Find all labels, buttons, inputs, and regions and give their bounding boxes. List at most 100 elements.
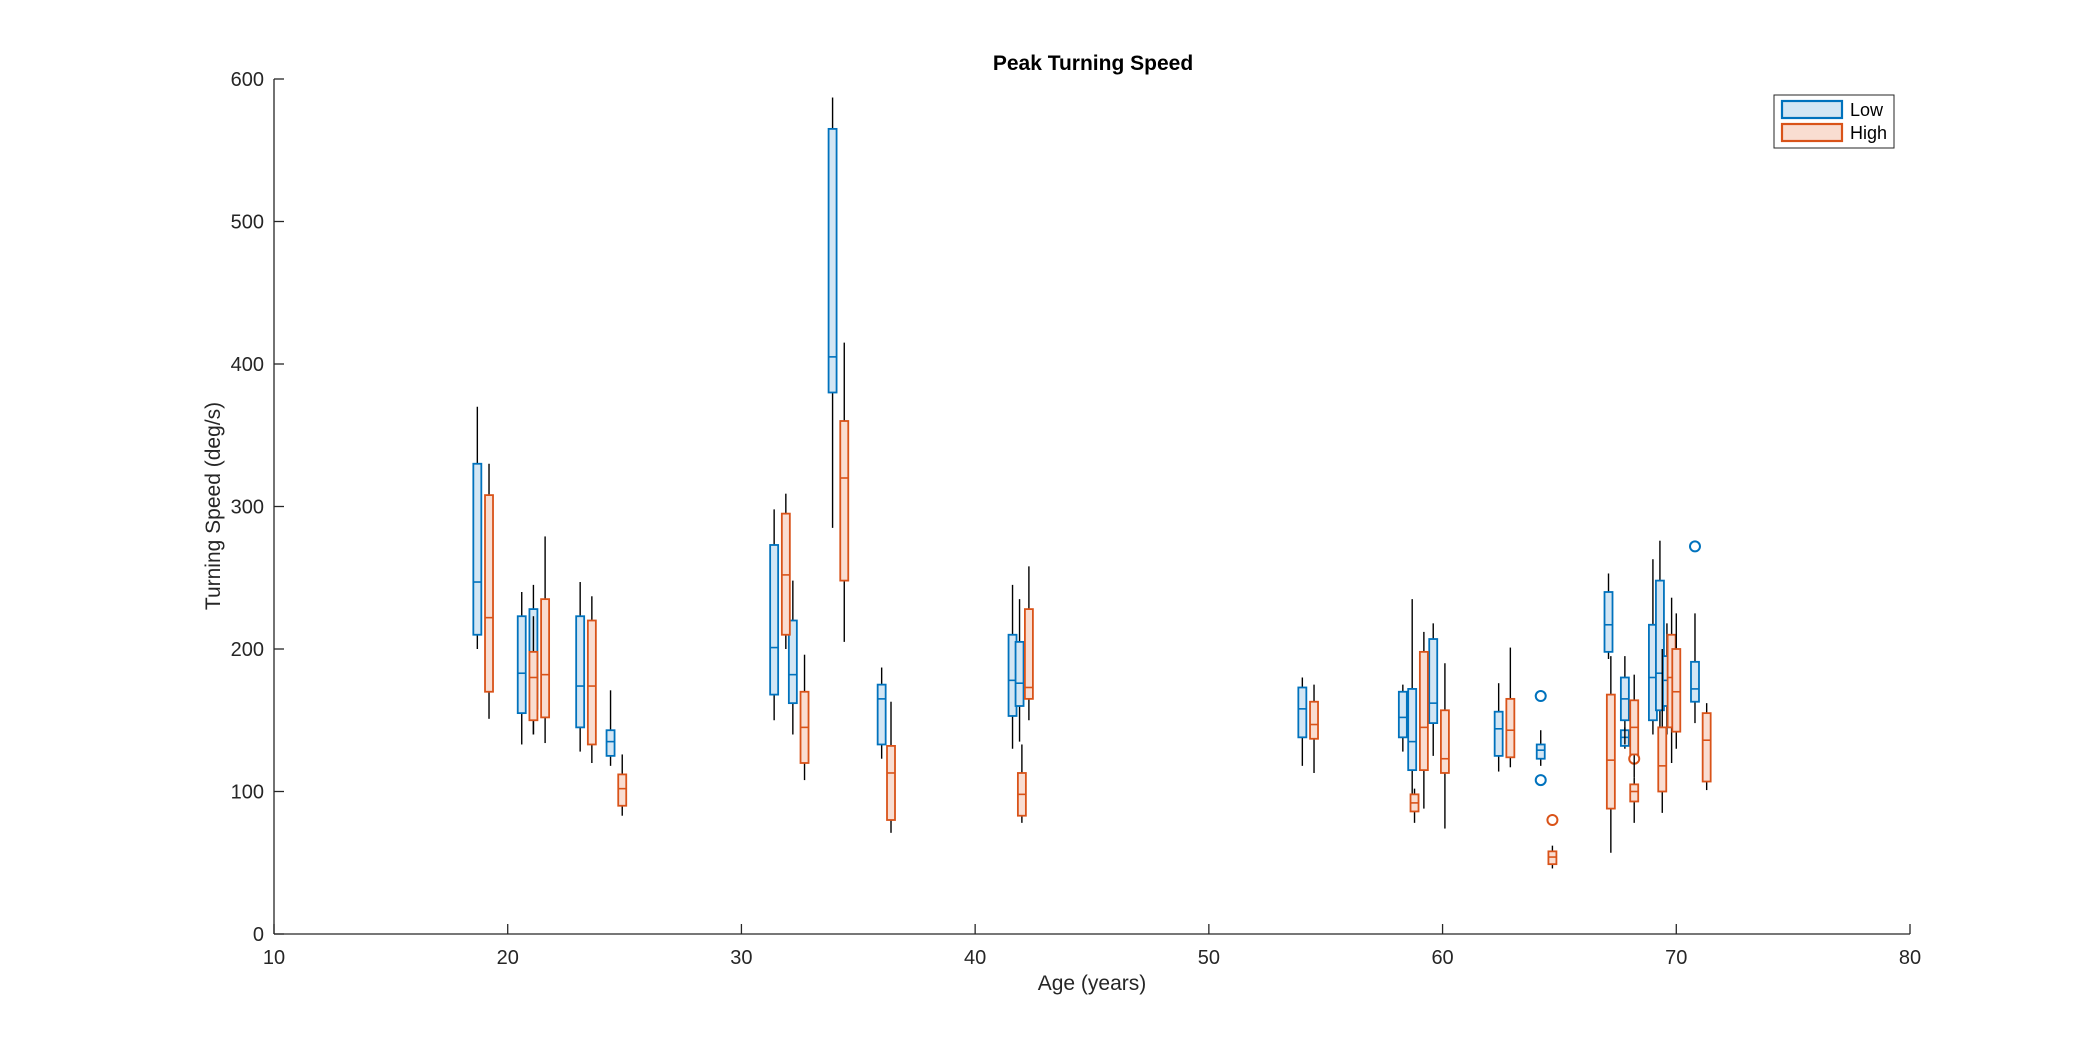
box-high	[1440, 663, 1450, 829]
box-body-low	[575, 615, 586, 729]
chart-title: Peak Turning Speed	[993, 52, 1193, 75]
box-low	[1619, 656, 1630, 745]
box-high	[1605, 656, 1616, 853]
y-ticks: 0 100 200 300 400 500 600	[231, 69, 284, 946]
box-body-low	[1603, 591, 1614, 653]
box-low	[472, 406, 483, 649]
box-low	[575, 582, 586, 752]
box-high	[586, 596, 597, 763]
box-body-high	[1440, 709, 1450, 774]
box-high	[1016, 744, 1027, 823]
box-body-high	[1605, 693, 1616, 810]
box-body-high	[586, 619, 597, 746]
box-low	[1014, 599, 1025, 742]
box-high	[1409, 788, 1420, 823]
box-low	[1407, 599, 1418, 799]
box-body-high	[1701, 712, 1712, 783]
box-body-low	[1493, 710, 1504, 757]
x-tick-label: 60	[1431, 947, 1453, 969]
box-body-high	[1629, 783, 1640, 803]
box-body-high	[617, 773, 628, 807]
box-high	[1671, 613, 1682, 749]
box-body-low	[1397, 690, 1408, 739]
boxes-layer	[472, 97, 1712, 869]
x-tick-label: 20	[497, 947, 519, 969]
box-body-high	[1505, 697, 1516, 759]
x-tick-label: 70	[1665, 947, 1687, 969]
y-tick-label: 500	[231, 212, 264, 234]
y-tick-label: 200	[231, 639, 264, 661]
box-low	[1688, 540, 1701, 724]
y-tick-label: 300	[231, 497, 264, 519]
box-body-low	[769, 544, 780, 696]
box-low	[605, 690, 616, 766]
box-low	[787, 580, 798, 735]
box-low	[769, 509, 780, 721]
outlier-point-low	[1688, 540, 1701, 553]
box-body-low	[1655, 579, 1665, 712]
box-body-low	[1407, 688, 1418, 772]
box-low	[1297, 677, 1308, 766]
y-tick-label: 400	[231, 354, 264, 376]
box-body-high	[1309, 700, 1319, 740]
box-low	[1397, 684, 1408, 752]
box-body-high	[540, 598, 551, 719]
box-body-high	[839, 420, 850, 582]
box-low	[1428, 623, 1439, 756]
box-body-low	[1014, 640, 1025, 707]
y-axis-label: Turning Speed (deg/s)	[202, 402, 225, 610]
box-body-low	[472, 462, 483, 636]
box-high	[1546, 814, 1559, 869]
box-high	[1657, 649, 1668, 813]
x-tick-label: 50	[1198, 947, 1220, 969]
outlier-point-high	[1546, 814, 1559, 826]
box-high	[1418, 631, 1429, 809]
box-high	[484, 463, 494, 719]
box-body-high	[1418, 650, 1429, 772]
x-axis-label: Age (years)	[1038, 972, 1147, 995]
box-body-low	[827, 127, 838, 394]
box-body-low	[516, 615, 527, 715]
box-body-high	[484, 494, 494, 693]
x-tick-label: 40	[964, 947, 986, 969]
y-tick-label: 600	[231, 69, 264, 91]
box-high	[540, 536, 551, 744]
box-body-low	[605, 729, 616, 757]
box-high	[1629, 674, 1640, 778]
x-tick-label: 80	[1899, 947, 1921, 969]
x-tick-label: 10	[263, 947, 285, 969]
box-body-low	[1297, 686, 1308, 739]
legend-swatch-low	[1780, 99, 1844, 120]
box-high	[799, 654, 810, 781]
box-body-low	[1428, 638, 1439, 725]
x-ticks: 10 20 30 40 50 60 70 80	[263, 924, 1921, 969]
box-high	[617, 754, 628, 816]
box-low	[1603, 573, 1614, 659]
box-body-low	[876, 683, 887, 746]
box-low	[1493, 683, 1504, 772]
box-body-high	[528, 650, 539, 722]
box-low	[1534, 690, 1547, 787]
y-tick-label: 0	[253, 924, 264, 946]
box-low	[516, 592, 527, 745]
legend-label-high: High	[1850, 123, 1887, 143]
box-high	[528, 616, 539, 735]
legend-swatch-high	[1780, 122, 1844, 143]
box-body-high	[1023, 608, 1034, 700]
box-body-high	[886, 745, 896, 821]
outlier-point-low	[1534, 774, 1547, 787]
box-low	[827, 97, 838, 528]
box-high	[1701, 703, 1712, 791]
box-high	[1505, 647, 1516, 768]
box-high	[1309, 684, 1319, 773]
box-low	[1655, 540, 1665, 728]
box-body-high	[1671, 648, 1682, 733]
box-body-high	[1657, 726, 1668, 793]
box-body-low	[1690, 660, 1700, 703]
box-high	[839, 342, 850, 642]
legend-label-low: Low	[1850, 100, 1884, 120]
box-low	[876, 667, 887, 759]
box-high	[886, 701, 896, 833]
